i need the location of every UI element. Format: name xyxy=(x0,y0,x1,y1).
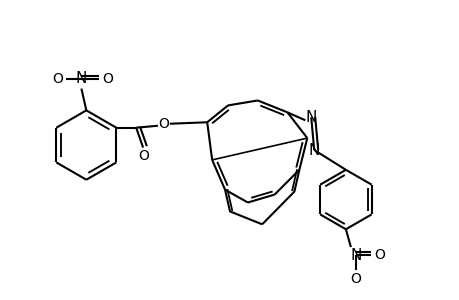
Text: O: O xyxy=(52,72,63,86)
Text: N: N xyxy=(76,71,87,86)
Text: O: O xyxy=(350,272,360,286)
Text: N: N xyxy=(308,142,319,158)
Text: N: N xyxy=(349,248,361,262)
Text: O: O xyxy=(158,117,169,131)
Text: N: N xyxy=(305,110,316,125)
Text: O: O xyxy=(102,72,113,86)
Text: O: O xyxy=(373,248,384,262)
Text: O: O xyxy=(138,149,149,164)
